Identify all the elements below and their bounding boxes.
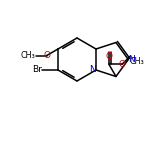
Text: N: N	[128, 55, 135, 64]
Text: Br: Br	[32, 66, 42, 74]
Text: O: O	[105, 52, 112, 61]
Text: CH₃: CH₃	[130, 57, 145, 66]
Text: O: O	[43, 51, 50, 60]
Text: O: O	[118, 60, 125, 69]
Text: N: N	[89, 66, 96, 74]
Text: CH₃: CH₃	[21, 51, 36, 60]
